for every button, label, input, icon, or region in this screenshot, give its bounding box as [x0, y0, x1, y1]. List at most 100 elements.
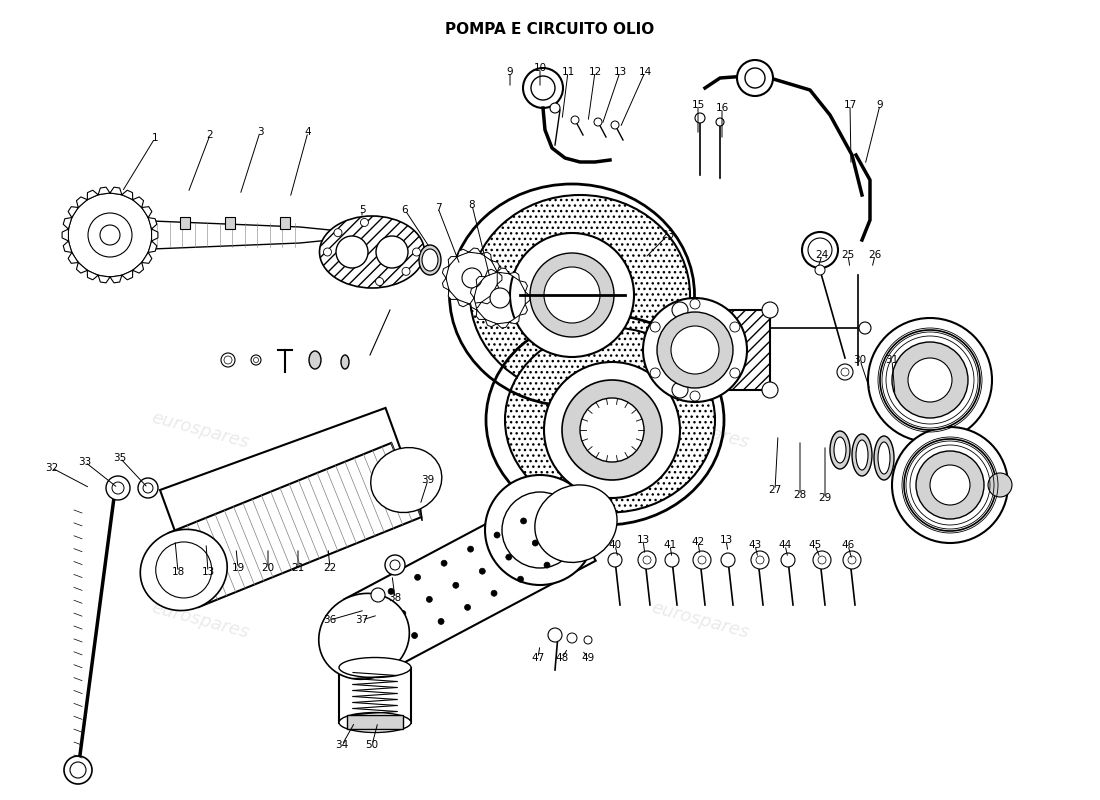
Text: eurospares: eurospares	[649, 598, 751, 642]
Circle shape	[362, 602, 367, 609]
Text: 32: 32	[45, 463, 58, 473]
Text: 5: 5	[359, 205, 365, 215]
Polygon shape	[458, 299, 469, 306]
Circle shape	[88, 213, 132, 257]
Text: 18: 18	[172, 567, 185, 577]
Ellipse shape	[856, 440, 868, 470]
Text: 46: 46	[842, 540, 855, 550]
Circle shape	[916, 451, 984, 519]
Circle shape	[112, 482, 124, 494]
Circle shape	[156, 542, 211, 598]
Text: 45: 45	[808, 540, 822, 550]
Text: 14: 14	[638, 67, 651, 77]
Circle shape	[506, 554, 512, 560]
Circle shape	[837, 364, 852, 380]
Text: 20: 20	[262, 563, 275, 573]
Circle shape	[644, 556, 651, 564]
Ellipse shape	[878, 442, 890, 474]
Text: 13: 13	[719, 535, 733, 545]
Polygon shape	[133, 197, 144, 207]
Text: POMPA E CIRCUITO OLIO: POMPA E CIRCUITO OLIO	[446, 22, 654, 37]
Circle shape	[388, 588, 394, 594]
Circle shape	[580, 398, 644, 462]
Circle shape	[453, 582, 459, 588]
Circle shape	[859, 322, 871, 334]
Text: 6: 6	[402, 205, 408, 215]
Ellipse shape	[319, 594, 409, 679]
Ellipse shape	[830, 431, 850, 469]
Circle shape	[638, 551, 656, 569]
Ellipse shape	[874, 436, 894, 480]
Circle shape	[842, 368, 849, 376]
Polygon shape	[469, 302, 481, 308]
Polygon shape	[68, 253, 78, 263]
Ellipse shape	[339, 658, 411, 678]
Polygon shape	[168, 443, 421, 607]
Circle shape	[562, 380, 662, 480]
Circle shape	[571, 116, 579, 124]
Circle shape	[671, 326, 719, 374]
Polygon shape	[110, 187, 122, 194]
Text: 21: 21	[292, 563, 305, 573]
Circle shape	[253, 358, 258, 362]
Text: 24: 24	[815, 250, 828, 260]
Text: 47: 47	[531, 653, 544, 663]
Polygon shape	[122, 270, 133, 280]
Circle shape	[781, 553, 795, 567]
Circle shape	[751, 551, 769, 569]
Circle shape	[64, 756, 92, 784]
Circle shape	[464, 604, 471, 610]
Circle shape	[729, 322, 740, 332]
Circle shape	[716, 118, 724, 126]
Circle shape	[608, 553, 622, 567]
Circle shape	[385, 555, 405, 575]
Ellipse shape	[422, 249, 438, 271]
Text: 49: 49	[582, 653, 595, 663]
Bar	[680, 310, 770, 390]
Ellipse shape	[505, 327, 715, 513]
Polygon shape	[497, 268, 509, 274]
Polygon shape	[509, 315, 519, 324]
Circle shape	[892, 427, 1008, 543]
Circle shape	[550, 103, 560, 113]
Ellipse shape	[470, 195, 690, 395]
Circle shape	[323, 248, 331, 256]
Polygon shape	[485, 319, 497, 326]
Polygon shape	[476, 277, 485, 286]
Circle shape	[375, 278, 384, 286]
Polygon shape	[509, 272, 519, 281]
Circle shape	[251, 355, 261, 365]
Bar	[226, 217, 235, 229]
Text: 41: 41	[663, 540, 676, 550]
Text: 25: 25	[842, 250, 855, 260]
Polygon shape	[448, 257, 458, 266]
Circle shape	[517, 576, 524, 582]
Bar	[280, 217, 290, 229]
Text: 31: 31	[886, 355, 899, 365]
Polygon shape	[519, 304, 528, 315]
Circle shape	[376, 236, 408, 268]
Circle shape	[808, 238, 832, 262]
Polygon shape	[87, 270, 98, 280]
Circle shape	[988, 473, 1012, 497]
Circle shape	[818, 556, 826, 564]
Circle shape	[462, 268, 482, 288]
Circle shape	[650, 368, 660, 378]
Polygon shape	[442, 266, 449, 278]
Text: 33: 33	[78, 457, 91, 467]
Circle shape	[532, 540, 538, 546]
Text: 36: 36	[323, 615, 337, 625]
Text: 30: 30	[854, 355, 867, 365]
Circle shape	[490, 288, 510, 308]
Circle shape	[547, 504, 553, 510]
Text: 3: 3	[256, 127, 263, 137]
Text: 13: 13	[614, 67, 627, 77]
Circle shape	[385, 646, 392, 653]
Text: 22: 22	[323, 563, 337, 573]
Text: 28: 28	[793, 490, 806, 500]
Text: 9: 9	[507, 67, 514, 77]
Text: 12: 12	[588, 67, 602, 77]
Text: 39: 39	[421, 475, 434, 485]
Polygon shape	[148, 241, 157, 253]
Circle shape	[672, 382, 688, 398]
